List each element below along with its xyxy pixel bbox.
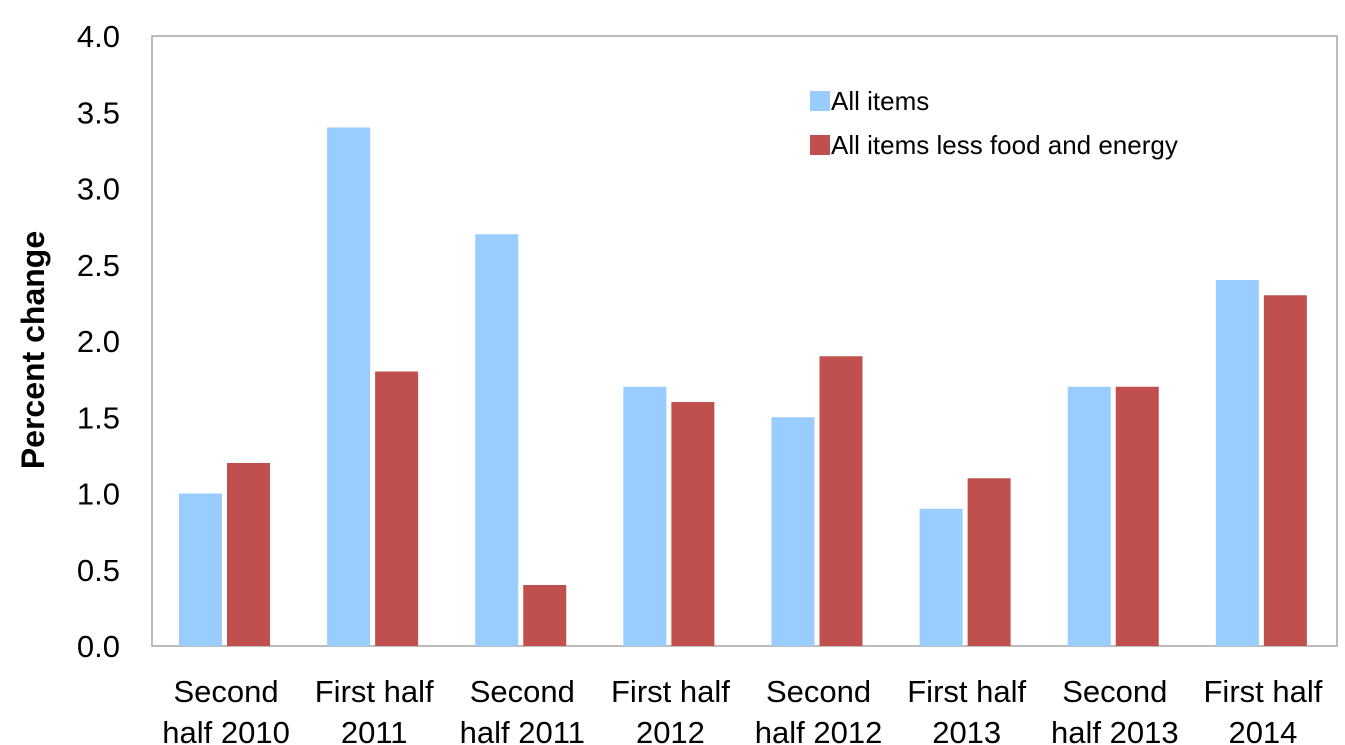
bar-all-items (475, 234, 519, 646)
plot-frame (151, 35, 1338, 647)
x-tick-label: half 2010 (162, 715, 290, 745)
bar-all-items (771, 417, 815, 646)
y-tick-label: 2.0 (77, 324, 120, 359)
x-tick-label: half 2011 (460, 715, 585, 745)
x-tick-label: Second (173, 674, 278, 709)
x-tick-label: First half (315, 674, 434, 709)
bar-core (375, 371, 419, 646)
legend-label: All items less food and energy (831, 130, 1178, 160)
y-tick-label: 4.0 (77, 19, 120, 54)
bar-all-items (919, 508, 963, 646)
x-tick-label: First half (1204, 674, 1323, 709)
bar-core (1263, 295, 1307, 646)
x-tick-label: Second (1062, 674, 1167, 709)
y-tick-label: 1.0 (77, 477, 120, 512)
x-tick-label: First half (907, 674, 1026, 709)
y-axis-title: Percent change (15, 231, 51, 469)
x-tick-label: Second (470, 674, 575, 709)
y-axis-ticks: 0.0 0.5 1.0 1.5 2.0 2.5 3.0 3.5 4.0 (77, 19, 120, 664)
legend: All items All items less food and energy (810, 86, 1178, 160)
x-tick-label: 2011 (341, 715, 408, 745)
x-axis-labels: Second half 2010 First half 2011 Second half … (162, 674, 1322, 745)
x-tick-label: half 2013 (1051, 715, 1179, 745)
x-tick-label: First half (611, 674, 730, 709)
legend-swatch (810, 91, 830, 111)
y-tick-label: 2.5 (77, 248, 120, 283)
y-tick-label: 3.0 (77, 172, 120, 207)
plot-area (151, 35, 1338, 647)
y-tick-label: 3.5 (77, 95, 120, 130)
bar-all-items (623, 386, 667, 646)
bar-all-items (327, 127, 371, 646)
bar-core (523, 585, 567, 646)
bar-core (227, 463, 270, 646)
x-tick-label: half 2012 (755, 715, 883, 745)
y-tick-label: 0.0 (77, 629, 120, 664)
y-tick-label: 0.5 (77, 553, 120, 588)
x-tick-label: 2014 (1228, 715, 1297, 745)
bars (179, 127, 1307, 646)
x-tick-label: Second (766, 674, 871, 709)
y-tick-label: 1.5 (77, 400, 120, 435)
bar-all-items (1067, 386, 1111, 646)
bar-core (1115, 386, 1159, 646)
x-tick-label: 2012 (636, 715, 705, 745)
bar-core (819, 356, 863, 646)
x-tick-label: 2013 (932, 715, 1001, 745)
bar-all-items (1215, 280, 1259, 646)
legend-swatch (810, 135, 830, 155)
bar-core (671, 402, 715, 646)
bar-core (967, 478, 1011, 646)
legend-label: All items (831, 86, 929, 116)
bar-all-items (179, 493, 222, 646)
